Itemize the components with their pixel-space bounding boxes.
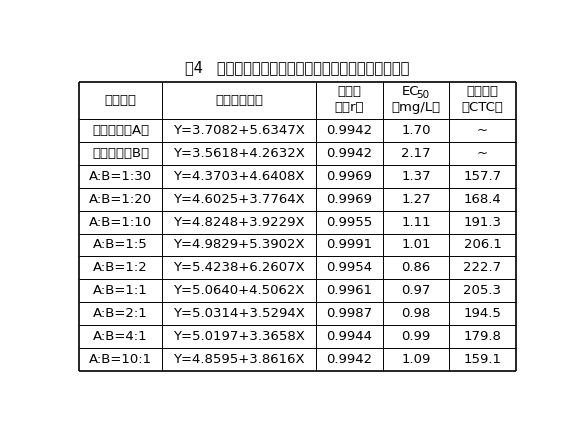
Text: 0.97: 0.97 (401, 284, 431, 297)
Text: 数（r）: 数（r） (335, 101, 364, 114)
Text: Y=3.5618+4.2632X: Y=3.5618+4.2632X (173, 147, 305, 160)
Text: Y=4.8248+3.9229X: Y=4.8248+3.9229X (174, 216, 305, 228)
Text: 1.70: 1.70 (401, 124, 431, 137)
Text: 0.9987: 0.9987 (327, 307, 373, 320)
Text: A:B=1:10: A:B=1:10 (89, 216, 152, 228)
Text: Y=4.6025+3.7764X: Y=4.6025+3.7764X (173, 193, 305, 206)
Text: 0.86: 0.86 (401, 261, 431, 274)
Text: A:B=4:1: A:B=4:1 (93, 330, 148, 343)
Text: 0.9961: 0.9961 (327, 284, 373, 297)
Text: 共毒系数: 共毒系数 (467, 85, 499, 98)
Text: A:B=1:20: A:B=1:20 (89, 193, 152, 206)
Text: A:B=1:2: A:B=1:2 (93, 261, 148, 274)
Text: 191.3: 191.3 (464, 216, 501, 228)
Text: 毒力回归方程: 毒力回归方程 (215, 94, 263, 107)
Text: 50: 50 (417, 90, 430, 100)
Text: 0.98: 0.98 (401, 307, 431, 320)
Text: 0.9969: 0.9969 (327, 170, 373, 183)
Text: 194.5: 194.5 (464, 307, 501, 320)
Text: 药剂处理: 药剂处理 (105, 94, 137, 107)
Text: 0.9991: 0.9991 (327, 239, 373, 251)
Text: 1.27: 1.27 (401, 193, 431, 206)
Text: Y=5.4238+6.2607X: Y=5.4238+6.2607X (173, 261, 305, 274)
Text: 206.1: 206.1 (464, 239, 501, 251)
Text: Y=4.9829+5.3902X: Y=4.9829+5.3902X (174, 239, 305, 251)
Text: EC: EC (402, 85, 419, 98)
Text: ~: ~ (477, 147, 488, 160)
Text: A:B=1:1: A:B=1:1 (93, 284, 148, 297)
Text: 179.8: 179.8 (464, 330, 501, 343)
Text: 1.01: 1.01 (401, 239, 431, 251)
Text: 159.1: 159.1 (464, 353, 501, 365)
Text: Y=4.8595+3.8616X: Y=4.8595+3.8616X (174, 353, 305, 365)
Text: 168.4: 168.4 (464, 193, 501, 206)
Text: A:B=2:1: A:B=2:1 (93, 307, 148, 320)
Text: A:B=1:30: A:B=1:30 (89, 170, 152, 183)
Text: 0.9969: 0.9969 (327, 193, 373, 206)
Text: 205.3: 205.3 (464, 284, 501, 297)
Text: A:B=1:5: A:B=1:5 (93, 239, 148, 251)
Text: 1.11: 1.11 (401, 216, 431, 228)
Text: 丁香菌酯（A）: 丁香菌酯（A） (92, 124, 149, 137)
Text: 0.9944: 0.9944 (327, 330, 373, 343)
Text: Y=5.0314+3.5294X: Y=5.0314+3.5294X (173, 307, 305, 320)
Text: 1.09: 1.09 (401, 353, 431, 365)
Text: Y=5.0640+4.5062X: Y=5.0640+4.5062X (174, 284, 305, 297)
Text: A:B=10:1: A:B=10:1 (89, 353, 152, 365)
Text: 2.17: 2.17 (401, 147, 431, 160)
Text: 0.9942: 0.9942 (327, 147, 373, 160)
Text: （CTC）: （CTC） (461, 101, 503, 114)
Text: 157.7: 157.7 (463, 170, 501, 183)
Text: 表4   丁香菌酯与嘧菌环胺组合对稻瘟病的室内毒力测定: 表4 丁香菌酯与嘧菌环胺组合对稻瘟病的室内毒力测定 (185, 60, 409, 75)
Text: 0.9955: 0.9955 (327, 216, 373, 228)
Text: 0.9942: 0.9942 (327, 353, 373, 365)
Text: Y=3.7082+5.6347X: Y=3.7082+5.6347X (173, 124, 305, 137)
Text: 1.37: 1.37 (401, 170, 431, 183)
Text: 0.9942: 0.9942 (327, 124, 373, 137)
Text: 0.99: 0.99 (401, 330, 431, 343)
Text: ~: ~ (477, 124, 488, 137)
Text: 相关系: 相关系 (338, 85, 362, 98)
Text: 嘧菌环胺（B）: 嘧菌环胺（B） (92, 147, 149, 160)
Text: （mg/L）: （mg/L） (391, 101, 441, 114)
Text: Y=5.0197+3.3658X: Y=5.0197+3.3658X (173, 330, 305, 343)
Text: 222.7: 222.7 (463, 261, 501, 274)
Text: 0.9954: 0.9954 (327, 261, 373, 274)
Text: Y=4.3703+4.6408X: Y=4.3703+4.6408X (174, 170, 305, 183)
